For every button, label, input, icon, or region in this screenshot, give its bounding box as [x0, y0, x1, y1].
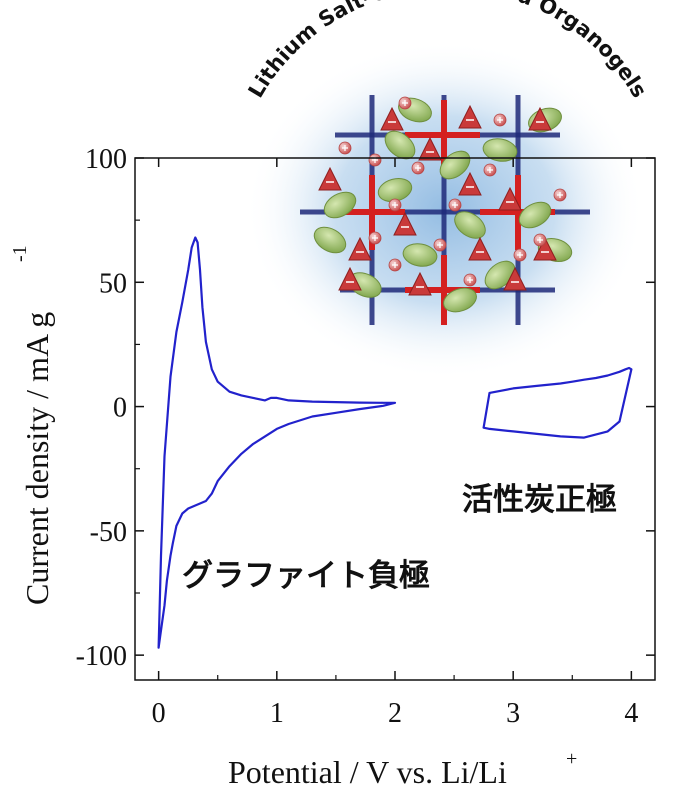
anion-particle — [380, 106, 404, 131]
solvent-molecule — [443, 287, 477, 313]
activated-carbon-positive-label: 活性炭正極 — [462, 482, 617, 518]
y-tick-label: 50 — [99, 268, 127, 299]
solvent-molecule — [313, 226, 347, 254]
y-axis-title-sup: -1 — [9, 245, 31, 262]
x-tick-label: 3 — [506, 698, 520, 729]
solvent-molecule — [384, 130, 416, 160]
x-axis-title-text: Potential / V vs. Li/Li — [228, 754, 507, 790]
anion-particle — [533, 236, 557, 261]
organogel-illustration: Lithium Salt-Concentrated Organogels — [244, 0, 651, 380]
anion-particle — [338, 266, 362, 291]
solvent-molecule — [454, 211, 486, 239]
anion-particle — [408, 271, 432, 296]
cv-curve-1 — [157, 236, 397, 649]
anion-particle — [348, 236, 372, 261]
y-tick-label: -100 — [76, 641, 127, 672]
x-tick-label: 0 — [152, 698, 166, 729]
solvent-molecule — [323, 191, 357, 219]
anion-particle — [418, 136, 442, 161]
solvent-molecule — [482, 138, 518, 162]
y-tick-label: 100 — [85, 144, 127, 175]
anion-particle — [318, 166, 342, 191]
x-tick-label: 4 — [624, 698, 638, 729]
graphite-negative-label: グラファイト負極 — [182, 558, 430, 594]
x-axis-title-sup: + — [566, 748, 577, 770]
cv-curve-2 — [482, 366, 633, 439]
chart-plot-area — [157, 236, 633, 649]
x-tick-label: 1 — [270, 698, 284, 729]
solvent-molecule — [518, 201, 552, 229]
y-axis-title-text: Current density / mA g — [19, 312, 55, 605]
anion-particle — [503, 266, 527, 291]
solvent-molecule — [402, 243, 438, 267]
anion-particle — [498, 186, 522, 211]
anion-particle — [458, 171, 482, 196]
y-axis-title: Current density / mA g -1 — [9, 245, 55, 605]
chart-axes: 0 1 2 3 4 100 50 0 -50 -100 — [76, 144, 656, 729]
y-tick-label: -50 — [90, 517, 127, 548]
ion-particles — [313, 96, 573, 313]
anion-particle — [393, 211, 417, 236]
x-tick-label: 2 — [388, 698, 402, 729]
anion-particle — [468, 236, 492, 261]
y-tick-label: 0 — [113, 393, 127, 424]
anion-particle — [458, 104, 482, 129]
x-axis-title: Potential / V vs. Li/Li + — [228, 748, 577, 790]
anion-particle — [528, 106, 552, 131]
